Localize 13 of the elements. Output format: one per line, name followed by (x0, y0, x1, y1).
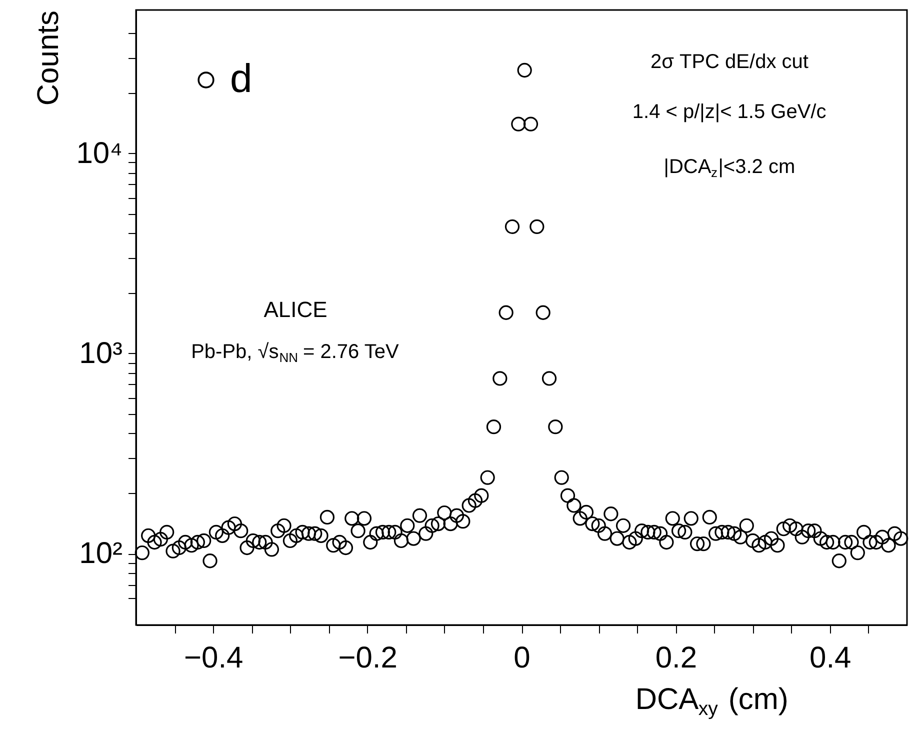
y-tick-label: 10² (79, 537, 123, 570)
annotation: ALICE (264, 297, 328, 322)
y-axis-title: Counts (32, 10, 66, 106)
x-tick-label: −0.2 (338, 642, 398, 674)
annotation: 1.4 < p/|z|< 1.5 GeV/c (632, 101, 826, 123)
x-tick-label: 0 (514, 642, 530, 674)
annotation: 2σ TPC dE/dx cut (650, 51, 809, 73)
y-tick-label: 10³ (79, 336, 123, 370)
x-tick-label: 0.4 (810, 642, 852, 674)
legend-label: d (230, 57, 252, 101)
x-tick-label: −0.4 (184, 642, 244, 674)
x-tick-label: 0.2 (655, 642, 698, 674)
y-tick-label: 10⁴ (76, 136, 122, 170)
